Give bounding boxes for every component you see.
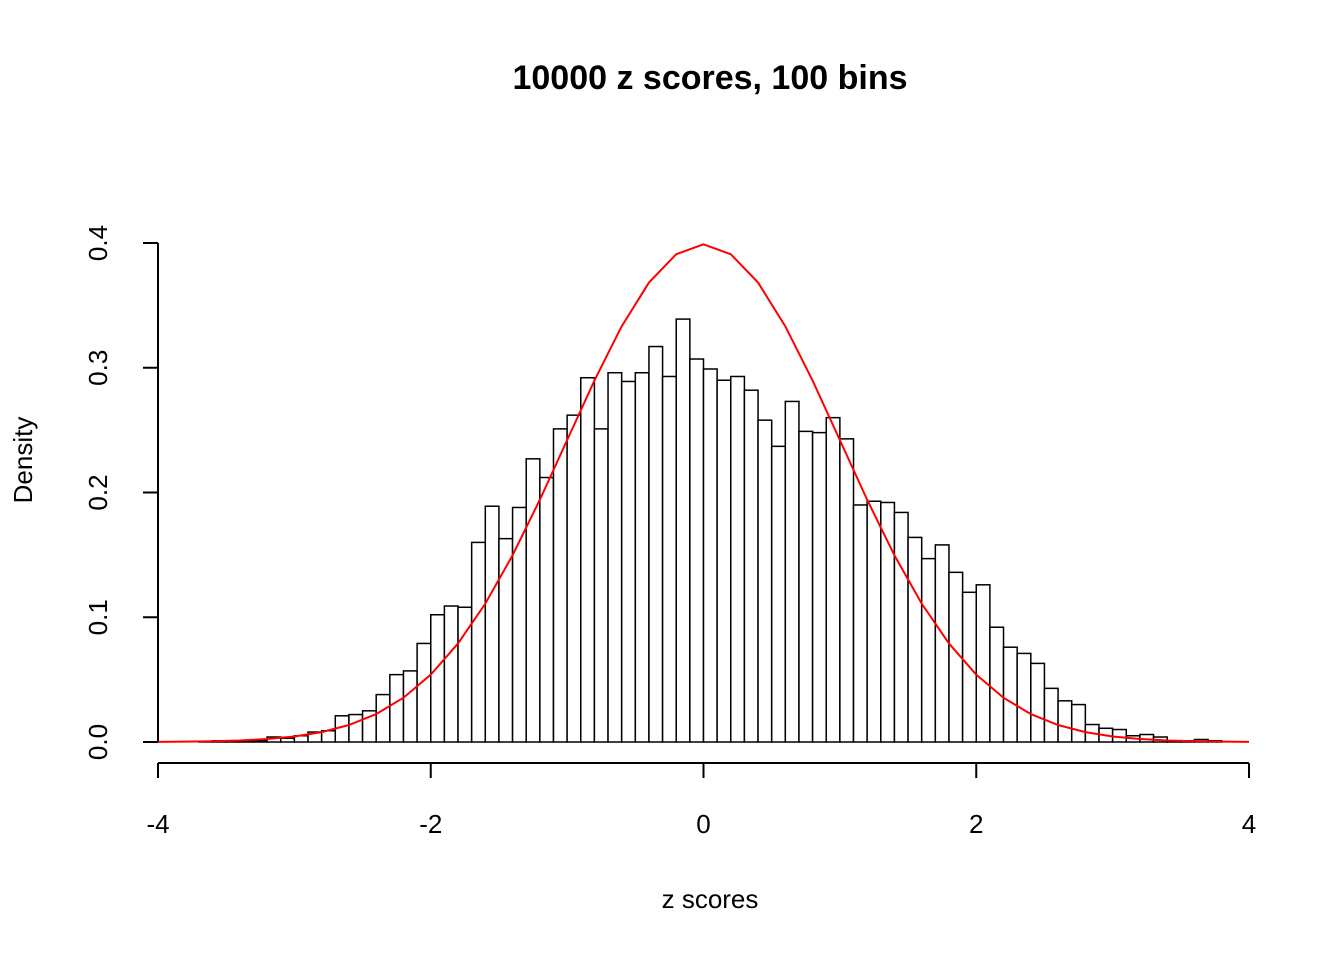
bar — [416, 642, 432, 743]
bar — [757, 419, 773, 743]
bar — [784, 400, 800, 743]
bar — [798, 430, 814, 743]
bar — [607, 371, 623, 743]
chart-title: 10000 z scores, 100 bins — [512, 59, 907, 97]
bar — [907, 536, 923, 743]
bar — [661, 375, 677, 743]
bar — [852, 504, 868, 743]
bar — [1057, 700, 1073, 743]
bar — [1016, 652, 1032, 743]
bar — [348, 713, 364, 743]
bar — [839, 438, 855, 743]
y-tick-label: 0.0 — [83, 724, 113, 760]
x-axis-label: z scores — [662, 884, 759, 914]
bar — [620, 380, 637, 743]
x-tick-label: 0 — [696, 809, 710, 839]
bar — [634, 371, 650, 743]
bar — [648, 345, 664, 743]
bar — [1070, 703, 1087, 743]
density-curve — [157, 243, 1250, 743]
bar — [743, 389, 759, 743]
bar — [430, 614, 446, 743]
x-tick-label: -2 — [419, 809, 442, 839]
bar — [975, 584, 991, 743]
bar — [525, 458, 541, 743]
bar — [866, 500, 882, 743]
bar — [989, 626, 1005, 743]
bar — [920, 557, 937, 743]
bar — [402, 670, 418, 743]
bar — [893, 511, 909, 743]
bar — [539, 476, 555, 743]
bar — [580, 376, 596, 743]
bar — [825, 416, 841, 743]
bar — [375, 693, 391, 743]
y-tick-label: 0.1 — [83, 599, 113, 635]
bar — [470, 541, 487, 743]
bar — [1030, 662, 1046, 743]
bar — [702, 368, 718, 743]
bar — [389, 673, 405, 743]
bar — [934, 544, 950, 743]
x-tick-label: 2 — [969, 809, 983, 839]
bar — [770, 445, 787, 743]
y-tick-label: 0.4 — [83, 225, 113, 261]
bar — [252, 740, 268, 743]
bar — [552, 428, 568, 743]
bar — [1043, 687, 1059, 743]
bar — [730, 375, 746, 743]
bar — [716, 379, 732, 743]
bar — [811, 431, 827, 743]
bar — [484, 505, 500, 743]
bar — [443, 605, 459, 743]
bar — [689, 358, 705, 743]
bar — [279, 737, 296, 743]
x-tick-label: 4 — [1242, 809, 1256, 839]
bar — [675, 318, 691, 743]
bar — [1002, 646, 1018, 743]
y-tick-label: 0.2 — [83, 474, 113, 510]
y-tick-label: 0.3 — [83, 350, 113, 386]
bar — [880, 501, 896, 743]
y-axis-label: Density — [8, 417, 38, 504]
x-tick-label: -4 — [146, 809, 169, 839]
bar — [593, 428, 609, 743]
bar — [566, 414, 582, 743]
